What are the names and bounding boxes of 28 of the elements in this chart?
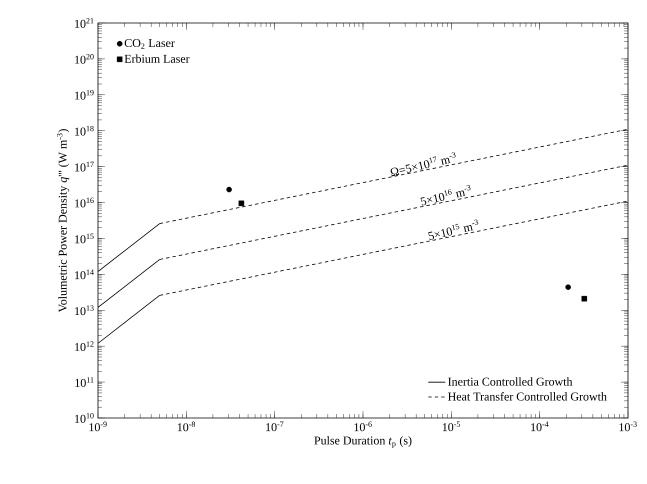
annotation: Ω=5×10$^{17}$ m$^{-3}$ [390, 152, 456, 176]
y-tick-label: 10$^{15}$ [75, 234, 94, 244]
legend-label: CO$_{2}$ Laser [124, 39, 175, 49]
y-tick-label: 10$^{13}$ [75, 305, 94, 316]
y-tick-label: 10$^{20}$ [75, 54, 94, 64]
y-tick-label: 10$^{18}$ [75, 126, 94, 136]
y-axis-title: Volumetric Power Density q''' (W m$^{-3}$) [57, 129, 70, 312]
x-tick-label: 10$^{-3}$ [619, 422, 637, 432]
y-tick-label: 10$^{14}$ [75, 269, 94, 280]
x-axis-title: Pulse Duration t$_{p}$ (s) [314, 436, 412, 448]
y-tick-label: 10$^{17}$ [75, 162, 94, 172]
y-tick-label: 10$^{10}$ [75, 413, 94, 423]
annotation: 5×10$^{16}$ m$^{-3}$ [420, 185, 471, 206]
legend-label: Erbium Laser [124, 54, 190, 63]
legend-label: Inertia Controlled Growth [448, 377, 572, 386]
y-tick-label: 10$^{12}$ [75, 341, 94, 352]
x-tick-label: 10$^{-4}$ [531, 422, 549, 432]
y-tick-label: 10$^{11}$ [75, 377, 94, 387]
annotation: 5×10$^{15}$ m$^{-3}$ [428, 220, 478, 240]
x-tick-label: 10$^{-7}$ [266, 422, 284, 432]
x-tick-label: 10$^{-5}$ [442, 422, 460, 432]
x-tick-label: 10$^{-8}$ [178, 422, 196, 432]
legend-label: Heat Transfer Controlled Growth [448, 392, 607, 401]
y-tick-label: 10$^{21}$ [75, 18, 94, 28]
x-tick-label: 10$^{-9}$ [89, 422, 107, 432]
y-tick-label: 10$^{16}$ [75, 198, 94, 208]
y-tick-label: 10$^{19}$ [75, 90, 94, 100]
x-tick-label: 10$^{-6}$ [354, 422, 372, 432]
